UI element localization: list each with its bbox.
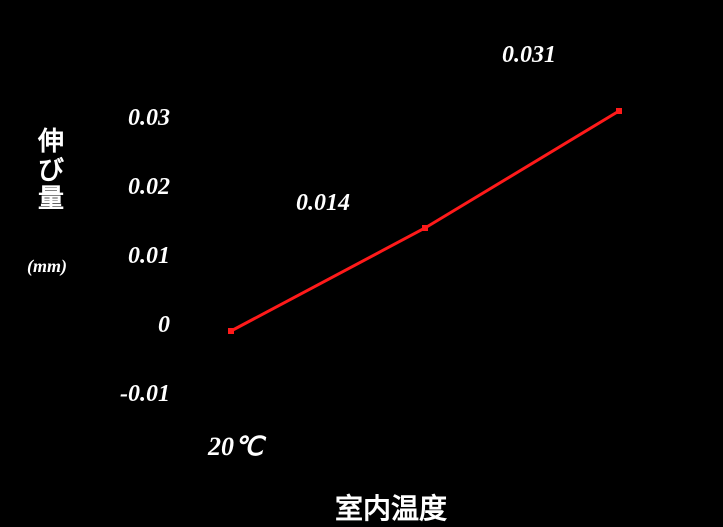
chart-marker bbox=[616, 108, 622, 114]
chart-line bbox=[231, 111, 619, 331]
chart-marker bbox=[228, 328, 234, 334]
chart-container: 伸 び 量 (mm) 0.03 0.02 0.01 0 -0.01 20℃ 室内… bbox=[0, 0, 723, 519]
chart-plot bbox=[0, 0, 723, 519]
chart-marker bbox=[422, 225, 428, 231]
